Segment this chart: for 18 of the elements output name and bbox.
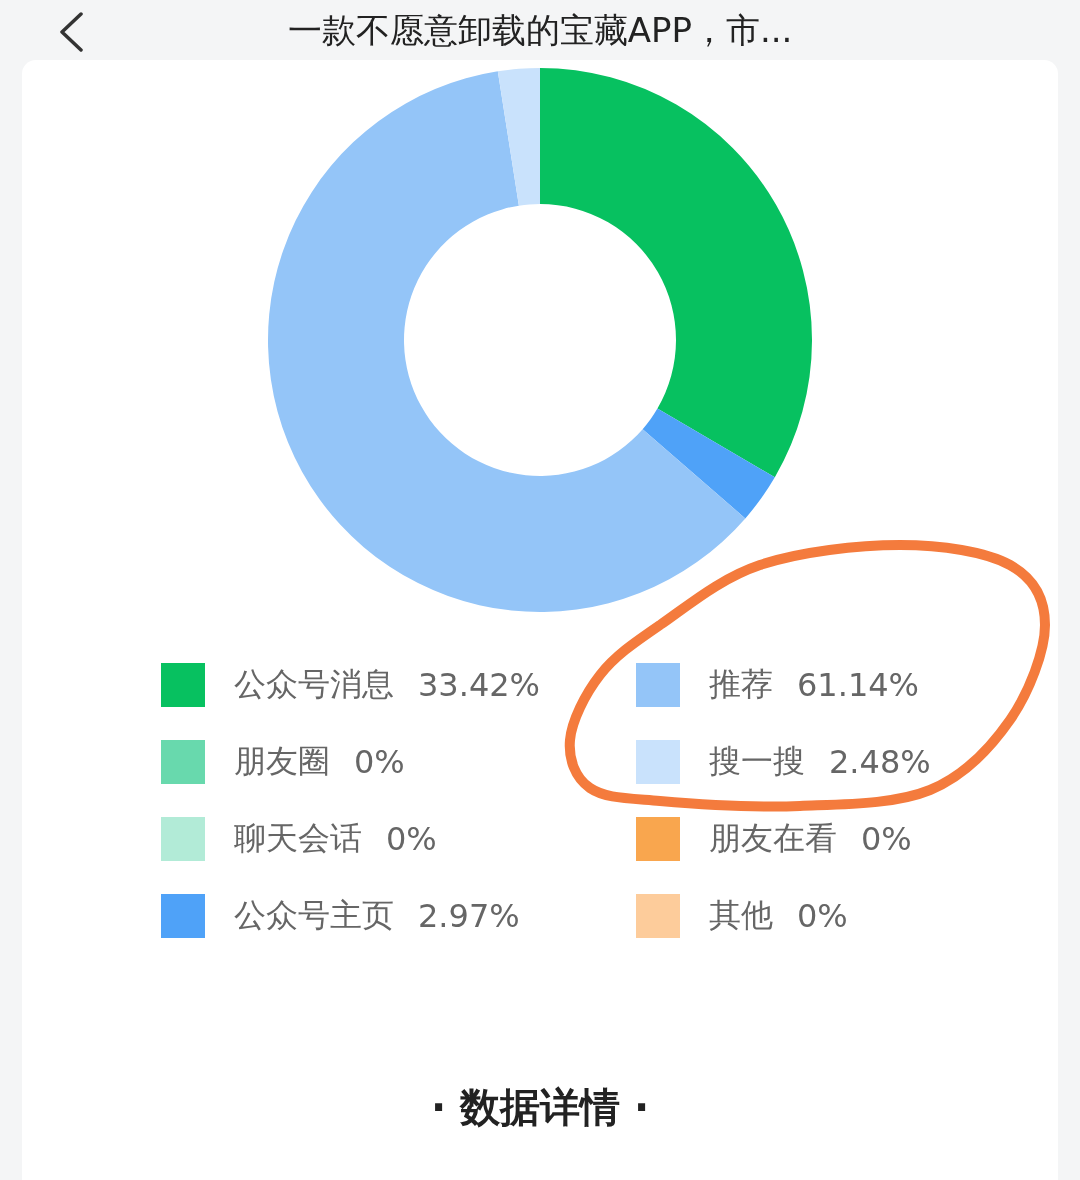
data-label: 61.14% [797, 666, 920, 704]
legend-label: 公众号主页 [234, 895, 394, 936]
text: 0% [354, 743, 405, 781]
legend-label: 朋友在看 [709, 818, 837, 859]
data-label: 2.48% [829, 743, 931, 781]
data-label: 2.97% [418, 897, 520, 935]
data-label: 33.42% [418, 666, 541, 704]
legend-label: 搜一搜 [709, 741, 805, 782]
legend-label: 朋友圈 [234, 741, 330, 782]
text: 0% [861, 820, 912, 858]
chart-title: 一款不愿意卸载的宝藏APP，市... [286, 9, 794, 52]
text: · 数据详情 · [429, 1083, 651, 1132]
text: 0% [386, 820, 437, 858]
text: 0% [797, 897, 848, 935]
legend-label: 其他 [709, 895, 773, 936]
legend-label: 公众号消息 [234, 664, 394, 705]
legend-label: 推荐 [709, 664, 773, 705]
legend-label: 聊天会话 [234, 818, 362, 859]
